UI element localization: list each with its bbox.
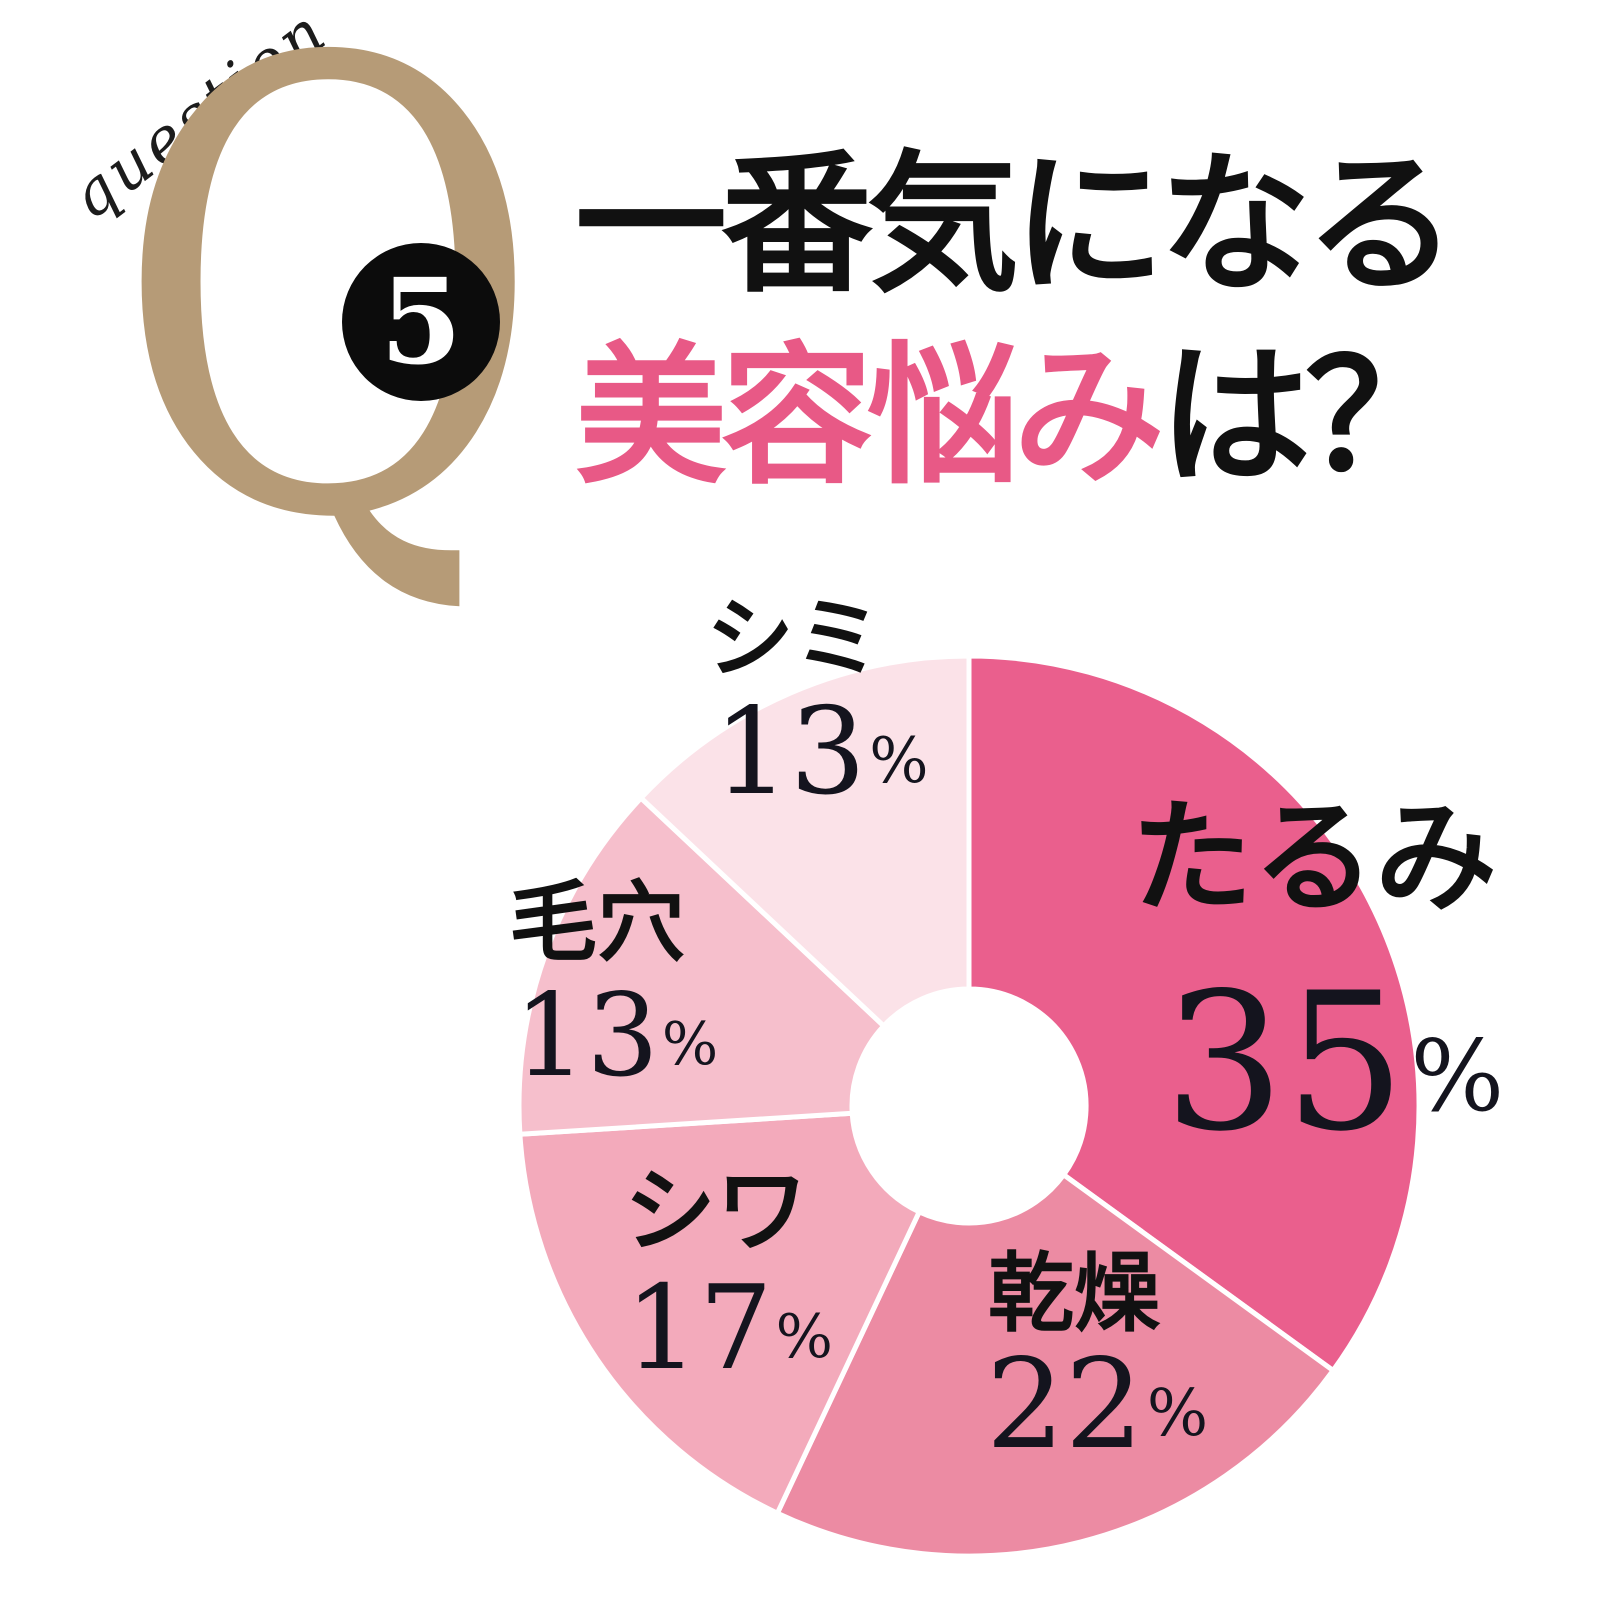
question-number: 5 — [379, 252, 463, 391]
title-line2: 美容悩みは？ — [575, 320, 1457, 512]
pie-slice-kansou — [774, 1172, 1336, 1559]
title-line2-rest: は？ — [1159, 326, 1457, 505]
pie-slice-tarumi — [966, 653, 1422, 1373]
page-title: 一番気になる 美容悩みは？ — [575, 128, 1457, 512]
question-number-badge: 5 — [342, 243, 500, 401]
pie-slice-keana — [516, 795, 887, 1137]
title-line2-highlight: 美容悩み — [575, 326, 1165, 505]
pie-slice-shiwa — [517, 1110, 922, 1516]
pie-slice-shimi — [638, 653, 972, 1029]
title-line1: 一番気になる — [575, 134, 1457, 313]
